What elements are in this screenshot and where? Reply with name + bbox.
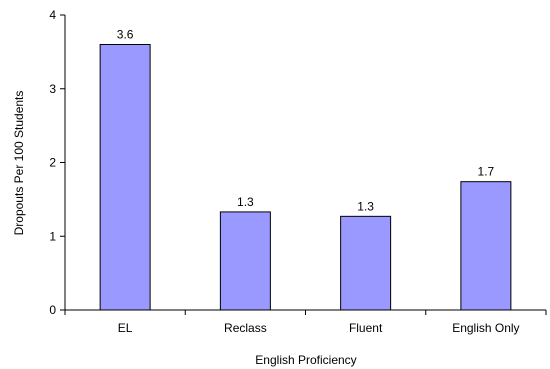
y-tick-label: 1	[49, 229, 56, 243]
bar-reclass	[219, 211, 271, 311]
labels-group: 3.6 EL 1.3 Reclass 1.3 Fluent 1.7 English Only 0…	[49, 8, 519, 335]
data-label: 1.7	[478, 165, 495, 179]
data-label: 3.6	[117, 28, 134, 42]
bar-el	[99, 44, 151, 311]
data-label: 1.3	[357, 199, 374, 213]
bar-fluent	[340, 215, 392, 311]
bar-english-only	[460, 181, 512, 311]
x-axis-title: English Proficiency	[255, 353, 356, 367]
y-tick-label: 2	[49, 156, 56, 170]
x-tick-label: EL	[118, 321, 133, 335]
y-axis-title: Dropouts Per 100 Students	[12, 91, 26, 236]
x-tick-label: English Only	[452, 321, 519, 335]
x-tick-label: Reclass	[224, 321, 267, 335]
data-label: 1.3	[237, 195, 254, 209]
y-tick-label: 4	[49, 8, 56, 22]
y-tick-label: 3	[49, 82, 56, 96]
x-tick-label: Fluent	[349, 321, 383, 335]
bars-group	[99, 44, 512, 311]
axes-group	[60, 14, 547, 315]
y-tick-label: 0	[49, 303, 56, 317]
